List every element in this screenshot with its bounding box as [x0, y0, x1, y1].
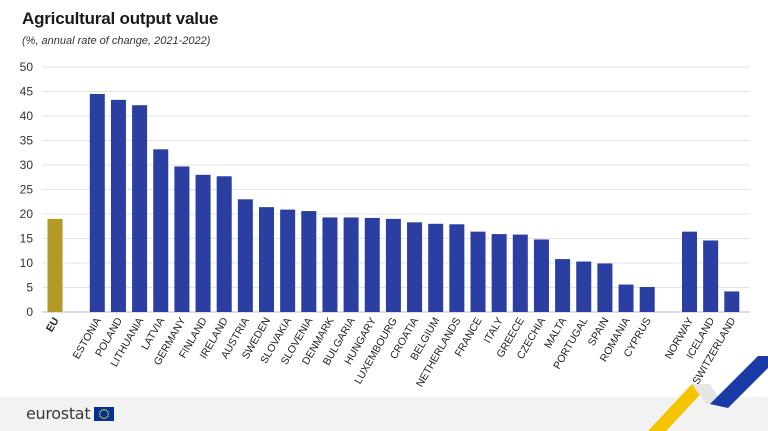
- bar-belgium[interactable]: [428, 223, 444, 312]
- bars: [47, 93, 740, 312]
- chart-title: Agricultural output value: [22, 9, 219, 28]
- y-tick-label: 5: [26, 281, 33, 295]
- bar-poland[interactable]: [110, 99, 126, 312]
- footer-bar: [0, 397, 768, 431]
- y-axis-ticks: 0 5 10 15 20 25 30 35 40 45 50: [20, 60, 34, 319]
- y-tick-label: 30: [20, 158, 34, 172]
- bar-finland[interactable]: [195, 174, 211, 312]
- bar-switzerland[interactable]: [724, 291, 740, 312]
- eu-flag-icon: [94, 406, 115, 421]
- bar-france[interactable]: [470, 231, 486, 312]
- y-tick-label: 15: [20, 232, 34, 246]
- x-label-eu: EU: [44, 316, 62, 335]
- bar-ireland[interactable]: [216, 176, 232, 312]
- eurostat-logo[interactable]: eurostat: [26, 404, 115, 423]
- logo-text: eurostat: [26, 404, 91, 423]
- bar-slovenia[interactable]: [301, 211, 317, 312]
- chart-subtitle: (%, annual rate of change, 2021-2022): [22, 35, 211, 47]
- y-tick-label: 25: [20, 183, 34, 197]
- y-tick-label: 10: [20, 256, 34, 270]
- bar-romania[interactable]: [618, 284, 634, 312]
- bar-slovakia[interactable]: [280, 209, 296, 312]
- y-tick-label: 45: [20, 85, 34, 99]
- bar-cyprus[interactable]: [639, 287, 655, 312]
- bar-sweden[interactable]: [259, 207, 274, 312]
- bar-austria[interactable]: [237, 199, 253, 312]
- x-axis-labels: EU ESTONIAPOLANDLITHUANIALATVIAGERMANYFIN…: [44, 315, 739, 389]
- bar-denmark[interactable]: [322, 217, 338, 312]
- bar-estonia[interactable]: [89, 93, 105, 312]
- y-tick-label: 40: [20, 109, 34, 123]
- bar-greece[interactable]: [512, 234, 528, 312]
- bar-croatia[interactable]: [407, 222, 423, 312]
- y-tick-label: 0: [26, 305, 33, 319]
- bar-italy[interactable]: [491, 234, 507, 312]
- y-tick-label: 35: [20, 134, 34, 148]
- bar-germany[interactable]: [174, 166, 190, 312]
- bar-malta[interactable]: [555, 259, 571, 312]
- y-tick-label: 50: [20, 60, 34, 74]
- bar-eu[interactable]: [47, 218, 63, 312]
- bar-latvia[interactable]: [153, 149, 169, 312]
- y-tick-label: 20: [20, 207, 34, 221]
- bar-netherlands[interactable]: [449, 224, 465, 312]
- bar-czechia[interactable]: [533, 239, 549, 312]
- bar-portugal[interactable]: [576, 261, 592, 312]
- bar-bulgaria[interactable]: [343, 217, 359, 312]
- bar-iceland[interactable]: [703, 240, 719, 312]
- bar-norway[interactable]: [682, 231, 697, 312]
- bar-lithuania[interactable]: [132, 105, 148, 312]
- bar-luxembourg[interactable]: [385, 218, 401, 312]
- bar-spain[interactable]: [597, 263, 613, 312]
- bar-hungary[interactable]: [364, 217, 380, 312]
- brand-ribbon-graphic: [648, 356, 768, 431]
